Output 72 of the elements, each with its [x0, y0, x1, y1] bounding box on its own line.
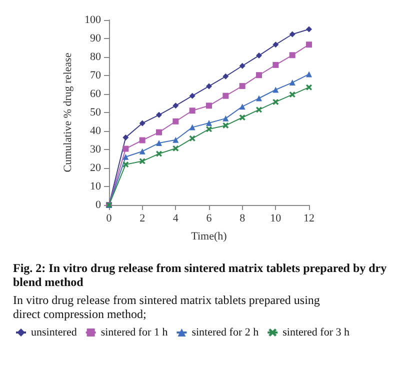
point [222, 122, 229, 128]
point [122, 161, 129, 168]
point [189, 108, 196, 114]
point [306, 84, 312, 90]
point [306, 26, 312, 32]
legend-label: sintered for 2 h [192, 326, 260, 338]
point [156, 129, 162, 136]
y-tick-label: 100 [84, 14, 102, 26]
point [289, 92, 296, 98]
point [139, 148, 146, 154]
point [189, 92, 196, 99]
legend-label: sintered for 3 h [282, 326, 350, 338]
x-tick-label: 12 [304, 212, 314, 224]
point [172, 145, 179, 152]
point [289, 31, 296, 38]
x-axis-title: Time(h) [191, 230, 228, 242]
point [189, 124, 196, 130]
y-tick-label: 60 [90, 88, 102, 100]
point [122, 154, 129, 160]
x-tick-label: 4 [172, 212, 179, 224]
point [239, 104, 246, 110]
y-tick-label: 40 [90, 125, 102, 137]
x-tick-label: 6 [206, 212, 212, 224]
y-tick-label: 70 [90, 70, 102, 82]
y-tick-label: 50 [90, 106, 102, 118]
point [289, 80, 296, 86]
point [306, 42, 312, 48]
point [222, 73, 229, 80]
point [139, 120, 146, 126]
point [206, 126, 212, 132]
point [272, 42, 279, 48]
point [206, 120, 212, 126]
y-tick-label: 80 [90, 51, 102, 63]
x-tick-label: 0 [106, 212, 112, 224]
point [156, 140, 162, 146]
point [306, 71, 312, 78]
point [122, 134, 129, 140]
legend-label: sintered for 1 h [100, 326, 168, 338]
point [272, 62, 279, 68]
point [189, 135, 196, 142]
point [122, 146, 129, 152]
text: Fig. 2: In vitro drug release from sintered matrix tablets prepared by dry blend method [13, 261, 390, 289]
y-tick-label: 0 [96, 199, 102, 211]
x-tick-label: 8 [240, 212, 246, 224]
point [172, 136, 179, 143]
point [239, 114, 246, 120]
point [256, 95, 262, 102]
x-tick-label: 2 [140, 212, 146, 224]
point [156, 112, 162, 118]
y-axis-title: Cumulative % drug release [62, 52, 74, 172]
point [206, 102, 212, 109]
point [139, 158, 146, 164]
y-tick-label: 10 [90, 180, 102, 192]
point [172, 102, 179, 109]
point [239, 62, 246, 69]
point [139, 137, 146, 144]
y-tick-label: 20 [90, 162, 102, 174]
point [289, 52, 296, 58]
x-tick-label: 10 [270, 212, 282, 224]
point [239, 83, 246, 90]
y-tick-label: 30 [90, 144, 102, 156]
point [272, 86, 279, 93]
point [172, 118, 179, 124]
point [272, 98, 279, 105]
legend-label: unsintered [31, 326, 78, 338]
point [222, 92, 229, 99]
y-tick-label: 90 [90, 32, 102, 44]
point [222, 115, 229, 122]
text: In vitro drug release from sintered matrix tablets prepared using direct compression method; [13, 293, 323, 321]
point [256, 72, 262, 78]
point [256, 52, 262, 59]
point [206, 83, 212, 90]
